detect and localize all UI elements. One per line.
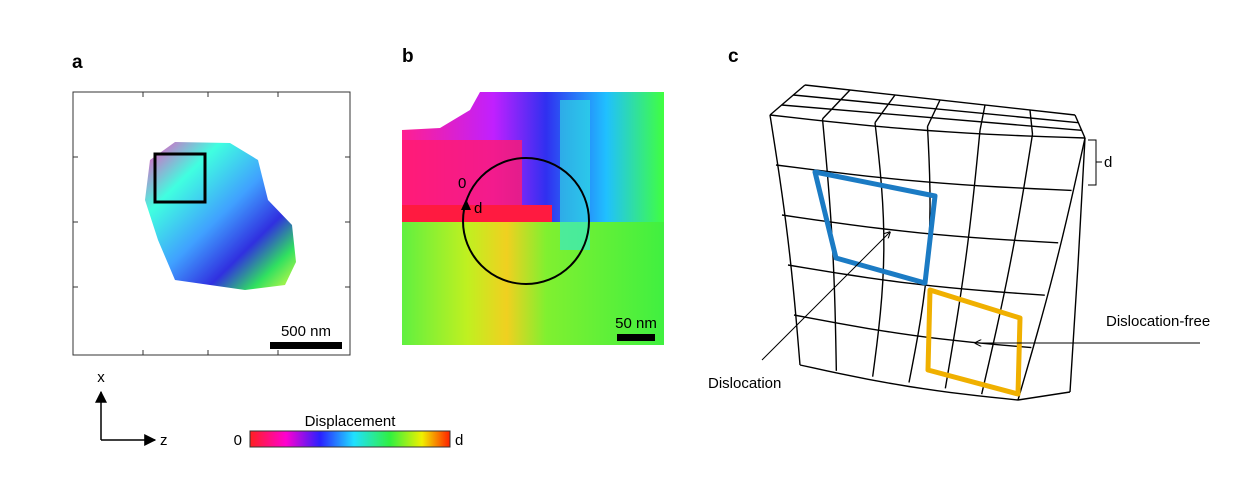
axis-label: z	[160, 432, 168, 449]
colorbar-max: d	[455, 432, 463, 449]
lattice-line	[1018, 138, 1085, 400]
panel-label: c	[728, 46, 739, 67]
circuit-end: d	[474, 200, 482, 217]
scale-bar	[617, 334, 655, 341]
spacing-bracket	[1088, 140, 1102, 185]
colorbar-title: Displacement	[305, 413, 397, 430]
lattice-line	[1030, 110, 1033, 134]
annotation: Dislocation-free	[1106, 313, 1210, 330]
lattice-line	[873, 123, 884, 377]
lattice-line	[1070, 138, 1085, 392]
lattice-line	[1018, 392, 1070, 400]
lattice-line	[770, 85, 805, 115]
annotation-arrow	[762, 232, 890, 360]
scale-bar	[270, 342, 342, 349]
annotation: Dislocation	[708, 375, 781, 392]
lattice-line	[875, 95, 895, 123]
lattice-line	[770, 115, 800, 365]
figure: a 500 nm x z Displacement 0 d b 0 d 50 n…	[0, 0, 1254, 485]
lattice-line	[823, 90, 851, 119]
lattice-line	[982, 134, 1033, 394]
spacing-label: d	[1104, 154, 1112, 171]
axes-arrows	[101, 392, 155, 440]
colorbar	[250, 431, 450, 447]
panel-label: a	[72, 52, 83, 73]
colorbar-min: 0	[234, 432, 242, 449]
reconstruction	[145, 142, 296, 290]
lattice-line	[980, 105, 985, 130]
scale-bar-label: 50 nm	[615, 315, 657, 332]
panel-label: b	[402, 46, 414, 67]
circuit-start: 0	[458, 175, 466, 192]
zoom-image	[402, 92, 664, 345]
axis-label: x	[97, 369, 105, 386]
lattice-line	[1075, 115, 1085, 138]
lattice-line	[928, 100, 941, 127]
scale-bar-label: 500 nm	[281, 323, 331, 340]
lattice-line	[945, 130, 980, 388]
